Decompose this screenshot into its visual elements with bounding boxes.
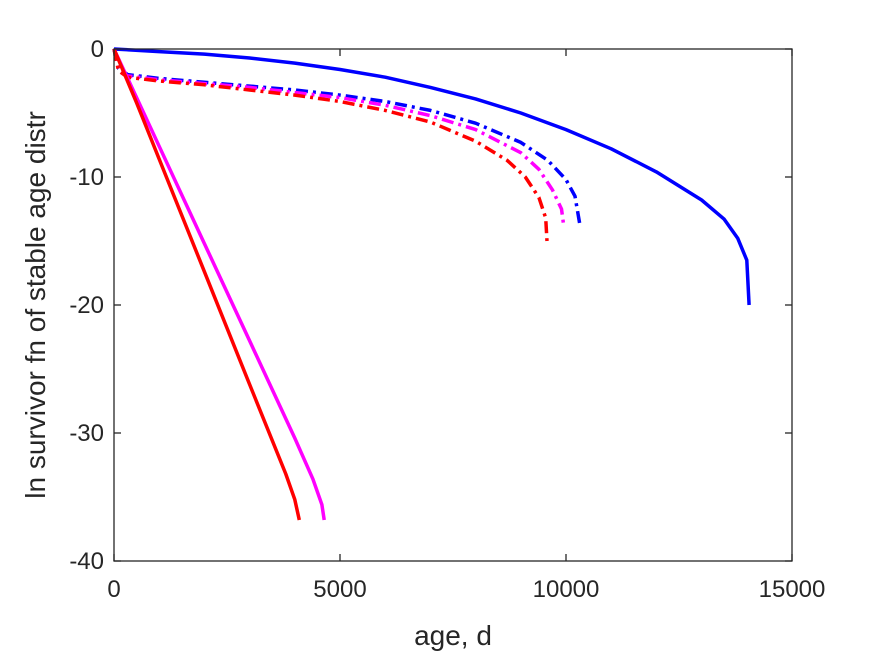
series-line-3 — [112, 48, 566, 226]
y-tick-label: 0 — [91, 36, 104, 63]
y-axis-label: ln survivor fn of stable age distr — [20, 111, 51, 499]
series-layer — [112, 47, 751, 521]
x-tick-label: 15000 — [759, 576, 826, 603]
series-line-5 — [112, 48, 326, 521]
x-tick-label: 0 — [107, 576, 120, 603]
x-tick-label: 10000 — [533, 576, 600, 603]
series-line-2 — [112, 48, 582, 224]
y-tick-label: -10 — [69, 164, 104, 191]
x-axis-label: age, d — [414, 620, 492, 651]
tick-layer: 0 5000 10000 15000 0 -10 -20 -30 -40 — [69, 36, 825, 603]
series-line-6 — [112, 48, 302, 521]
y-tick-label: -30 — [69, 420, 104, 447]
y-tick-label: -40 — [69, 548, 104, 575]
y-tick-label: -20 — [69, 292, 104, 319]
plot-area — [114, 49, 792, 561]
series-line-1 — [113, 47, 751, 306]
x-tick-label: 5000 — [313, 576, 366, 603]
